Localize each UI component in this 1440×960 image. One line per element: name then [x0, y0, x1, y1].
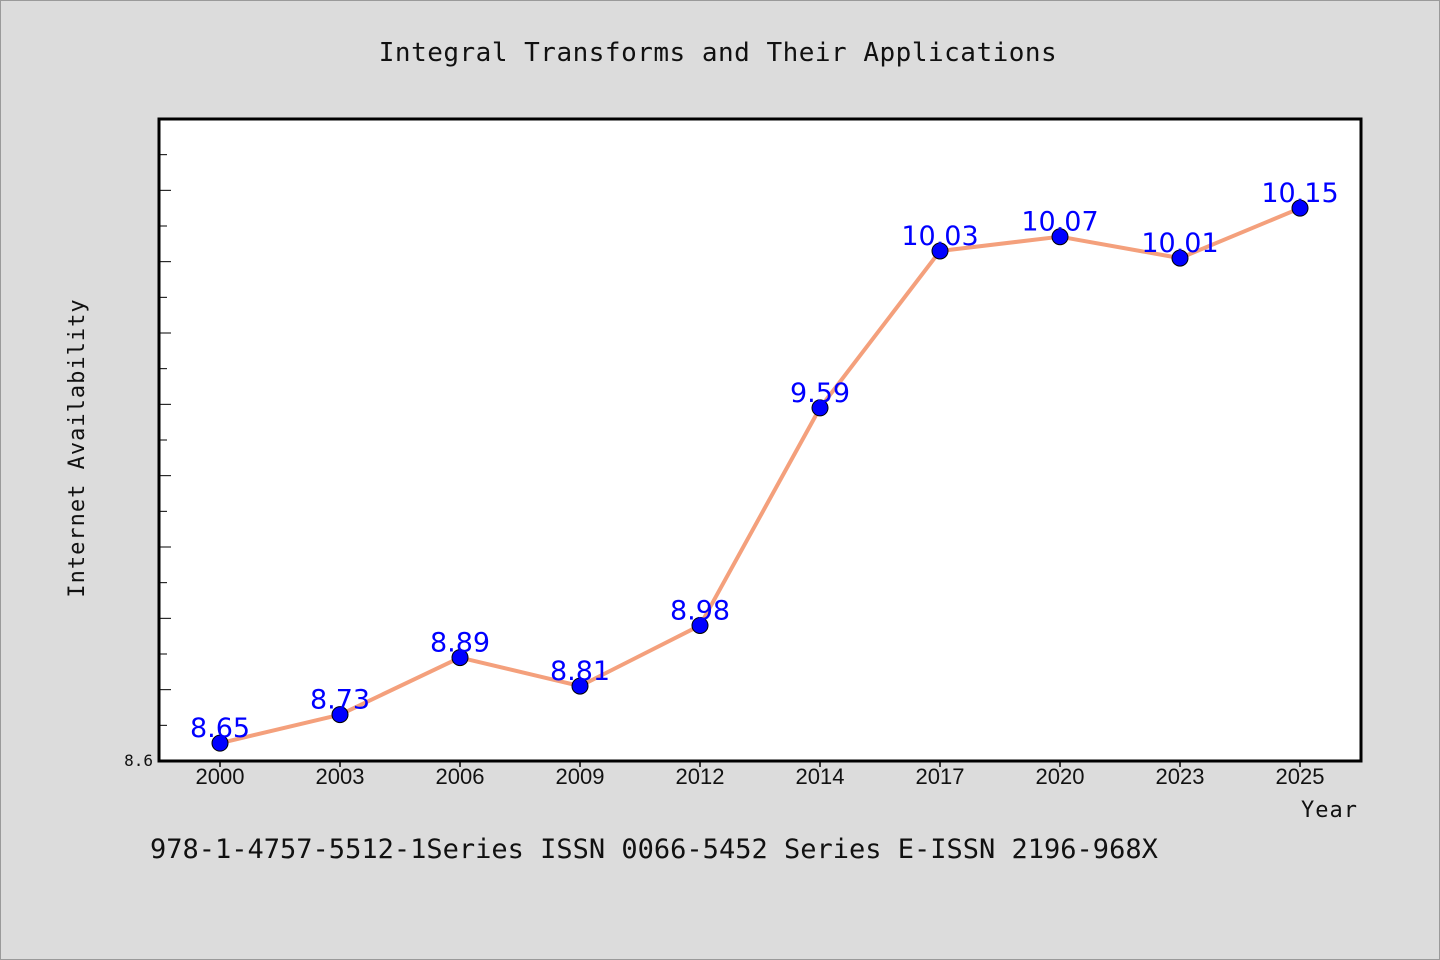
data-label: 10.15 [1261, 178, 1338, 209]
x-tick-label: 2000 [196, 764, 245, 789]
data-point [1291, 199, 1309, 217]
x-axis-label: Year [1301, 798, 1358, 823]
data-label: 10.01 [1141, 228, 1218, 259]
data-label: 10.03 [901, 221, 978, 252]
data-label: 8.65 [190, 713, 250, 744]
x-tick-label: 2009 [556, 764, 605, 789]
data-point [331, 706, 349, 724]
x-tick-label: 2003 [316, 764, 365, 789]
data-point [571, 677, 589, 695]
data-point [931, 242, 949, 260]
footer-text: 978-1-4757-5512-1Series ISSN 0066-5452 S… [150, 834, 1158, 865]
x-tick-label: 2006 [436, 764, 485, 789]
x-axis-ticks: 2000 2003 2006 2009 2012 2014 2017 2020 2023 2025 [196, 761, 1325, 789]
data-label: 9.59 [790, 378, 850, 409]
data-label: 10.07 [1021, 207, 1098, 238]
data-point [211, 734, 229, 752]
data-point [1171, 249, 1189, 267]
x-tick-label: 2017 [916, 764, 965, 789]
data-label: 8.73 [310, 685, 370, 716]
data-label: 8.89 [430, 628, 490, 659]
data-point [811, 399, 829, 417]
data-point [451, 649, 469, 667]
chart-title: Integral Transforms and Their Applicatio… [379, 38, 1057, 68]
data-label: 8.81 [550, 656, 610, 687]
x-tick-label: 2023 [1156, 764, 1205, 789]
x-tick-label: 2025 [1276, 764, 1325, 789]
x-tick-label: 2012 [676, 764, 725, 789]
data-point [1051, 228, 1069, 246]
data-label: 8.98 [670, 595, 730, 626]
y-axis-ticks [159, 118, 171, 726]
x-tick-label: 2020 [1036, 764, 1085, 789]
data-point [691, 616, 709, 634]
y-tick-label: 8.6 [124, 751, 153, 770]
series-line [219, 206, 1301, 746]
plot-area [157, 117, 1363, 763]
y-axis-label: Internet Availability [65, 298, 90, 597]
series-layer: 8.65 8.73 8.89 8.81 8.98 9.59 10.03 10.07 10.01 1… [190, 178, 1339, 752]
x-tick-label: 2014 [796, 764, 845, 789]
